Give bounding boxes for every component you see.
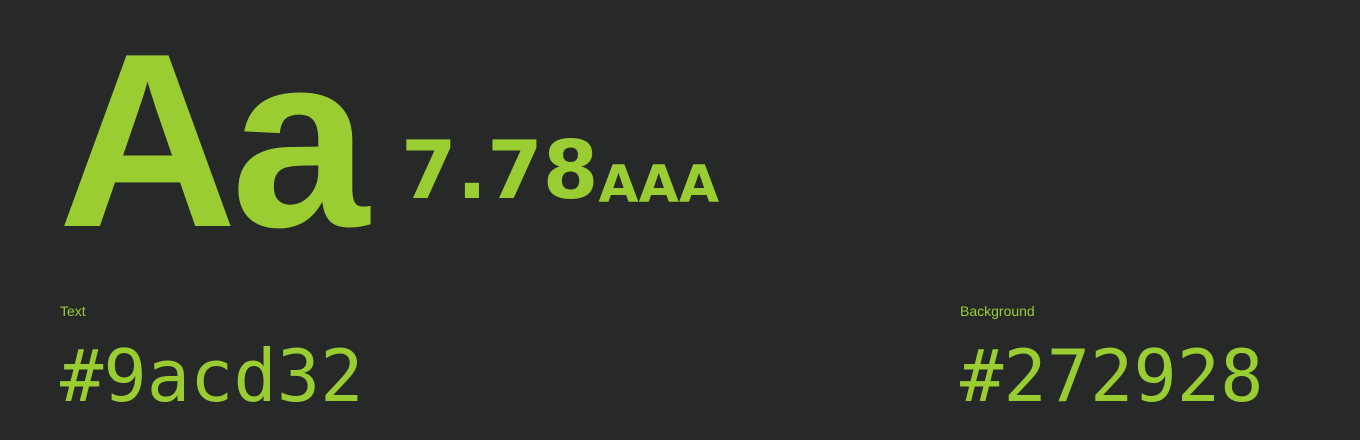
text-color-hex[interactable]: #9acd32 (60, 334, 364, 418)
background-color-label: Background (960, 303, 1035, 319)
text-color-label: Text (60, 303, 86, 319)
background-color-swatch: Background #272928 (960, 302, 1263, 412)
sample-text: Aa (58, 1, 369, 279)
wcag-rating-badge: AAA (598, 155, 720, 215)
background-color-hex[interactable]: #272928 (960, 334, 1264, 418)
contrast-preview: Aa 7.78 AAA (58, 0, 720, 264)
contrast-ratio: 7.78 (401, 124, 599, 217)
text-color-swatch: Text #9acd32 (60, 302, 363, 412)
